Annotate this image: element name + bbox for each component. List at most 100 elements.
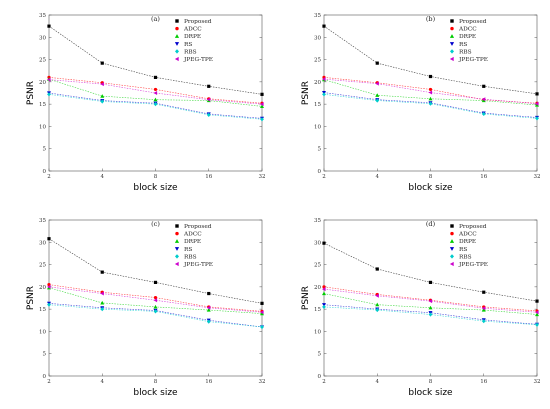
legend-marker-adcc xyxy=(450,26,454,31)
y-tick-label: 30 xyxy=(314,240,321,246)
legend-marker-adcc xyxy=(450,231,454,236)
y-tick-label: 35 xyxy=(314,218,321,224)
data-point-proposed xyxy=(153,280,158,284)
legend-label: ADCC xyxy=(183,27,202,33)
series-line-adcc xyxy=(48,77,263,104)
legend-label: JPEG-TPE xyxy=(458,57,488,63)
y-tick-label: 35 xyxy=(39,218,46,224)
chart-panel-c: (c) 0 5 10 15 20 25 30 35 2 4 8 16 32 block size PSNR Pr… xyxy=(0,205,275,409)
data-point-rbs xyxy=(428,101,433,106)
data-point-jpeg-tpe xyxy=(428,299,433,304)
data-point-drpe xyxy=(153,97,158,102)
y-tick-label: 35 xyxy=(314,13,321,19)
data-point-proposed xyxy=(322,24,326,28)
y-tick-label: 0 xyxy=(318,169,322,175)
legend-label: ADCC xyxy=(183,232,202,238)
data-point-jpeg-tpe xyxy=(206,305,211,310)
series-jpeg-tpe xyxy=(47,284,264,315)
series-line-rs xyxy=(323,304,538,325)
legend-marker-jpeg-tpe xyxy=(449,261,454,267)
data-point-jpeg-tpe xyxy=(481,97,486,102)
x-tick-label: 16 xyxy=(205,174,212,180)
x-tick-label: 4 xyxy=(101,174,105,180)
data-point-proposed xyxy=(482,290,486,294)
legend-label: DRPE xyxy=(459,239,476,245)
data-point-drpe xyxy=(100,94,105,98)
data-point-drpe xyxy=(100,300,105,305)
legend-marker-adcc xyxy=(175,231,179,236)
data-point-proposed xyxy=(428,74,433,79)
y-tick-label: 25 xyxy=(314,263,321,269)
x-tick-label: 4 xyxy=(101,379,105,385)
data-point-rbs xyxy=(100,99,105,104)
data-point-jpeg-tpe xyxy=(47,77,51,82)
data-point-drpe xyxy=(153,304,158,309)
data-point-proposed xyxy=(47,237,51,241)
data-point-proposed xyxy=(153,75,158,79)
legend-marker-rbs xyxy=(175,49,179,54)
x-tick-label: 16 xyxy=(480,379,487,385)
chart-panel-a: (a) 0 5 10 15 20 25 30 35 2 4 8 16 32 block size PSNR Pr… xyxy=(0,0,275,204)
legend-label: RS xyxy=(459,42,467,48)
chart-title: (b) xyxy=(426,15,436,23)
data-point-jpeg-tpe xyxy=(375,293,379,298)
series-proposed xyxy=(47,24,264,96)
legend-label: RS xyxy=(459,247,467,253)
data-point-jpeg-tpe xyxy=(428,90,433,95)
chart-panel-b: (b) 0 5 10 15 20 25 30 35 2 4 8 16 32 block size PSNR Pr… xyxy=(275,0,550,204)
x-tick-label: 8 xyxy=(154,174,158,180)
x-tick-label: 2 xyxy=(322,379,326,385)
legend-marker-proposed xyxy=(175,224,179,228)
x-axis-label: block size xyxy=(133,388,178,398)
data-point-proposed xyxy=(535,92,539,96)
data-point-proposed xyxy=(100,61,104,65)
data-point-drpe xyxy=(260,104,264,108)
chart-title: (c) xyxy=(151,220,160,228)
chart-title: (d) xyxy=(426,220,436,228)
y-tick-label: 0 xyxy=(43,169,47,175)
series-proposed xyxy=(322,241,539,303)
data-point-jpeg-tpe xyxy=(322,287,326,292)
data-point-adcc xyxy=(153,295,158,300)
y-tick-label: 5 xyxy=(43,147,47,153)
x-axis-label: block size xyxy=(408,388,453,398)
legend-label: Proposed xyxy=(459,19,487,25)
data-point-drpe xyxy=(375,302,380,307)
y-tick-label: 15 xyxy=(39,102,46,108)
x-tick-label: 4 xyxy=(376,379,380,385)
series-drpe xyxy=(322,291,539,317)
legend-label: DRPE xyxy=(184,34,201,40)
data-point-jpeg-tpe xyxy=(535,310,539,315)
y-axis-label: PSNR xyxy=(301,81,311,105)
y-tick-label: 0 xyxy=(43,374,47,380)
y-tick-label: 5 xyxy=(43,352,47,358)
x-tick-label: 2 xyxy=(47,379,51,385)
data-point-adcc xyxy=(428,87,433,92)
series-jpeg-tpe xyxy=(322,77,539,106)
series-jpeg-tpe xyxy=(47,77,264,107)
x-tick-label: 2 xyxy=(47,174,51,180)
legend-label: ADCC xyxy=(458,232,477,238)
y-tick-label: 20 xyxy=(39,285,46,291)
legend-label: RS xyxy=(184,42,192,48)
data-point-jpeg-tpe xyxy=(47,284,51,289)
legend-marker-rs xyxy=(174,42,180,46)
y-tick-label: 25 xyxy=(39,263,46,269)
data-point-proposed xyxy=(47,24,51,28)
data-point-drpe xyxy=(535,312,539,317)
legend-marker-jpeg-tpe xyxy=(174,261,179,267)
legend-marker-proposed xyxy=(175,19,179,23)
y-axis-label: PSNR xyxy=(301,286,311,310)
data-point-proposed xyxy=(260,301,264,305)
legend-label: DRPE xyxy=(459,34,476,40)
legend-marker-rs xyxy=(174,247,180,251)
x-tick-label: 8 xyxy=(429,174,433,180)
data-point-proposed xyxy=(207,291,211,296)
series-line-jpeg-tpe xyxy=(48,79,263,105)
legend-label: RBS xyxy=(459,49,472,55)
data-point-proposed xyxy=(375,267,379,271)
x-tick-label: 8 xyxy=(154,379,158,385)
